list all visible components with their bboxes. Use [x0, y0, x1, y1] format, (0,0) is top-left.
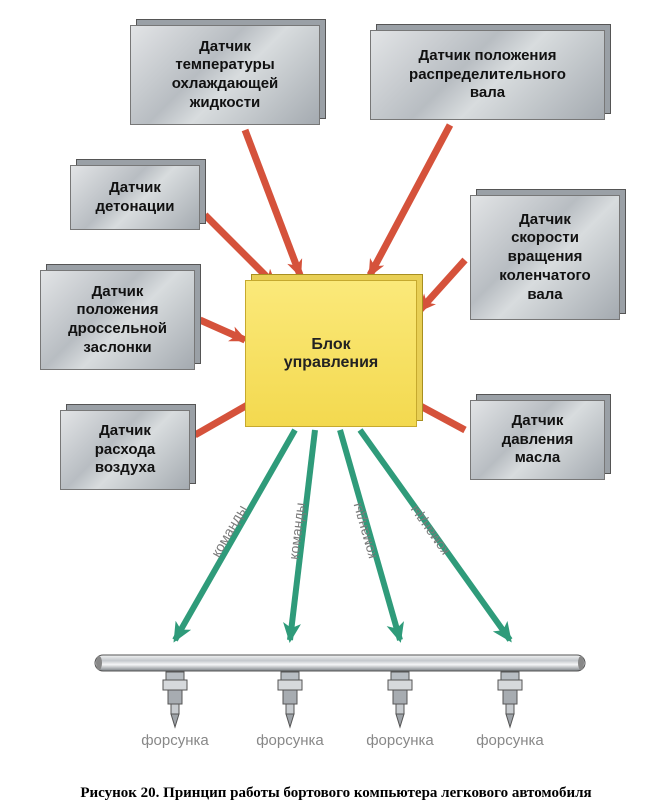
sensor-crank-speed: Датчик скорости вращения коленчатого вал…	[470, 195, 620, 320]
sensor-label: Датчик положения распределительного вала	[409, 47, 566, 103]
diagram-canvas: Блок управления Датчик температуры охлаж…	[0, 0, 672, 810]
sensor-label: Датчик температуры охлаждающей жидкости	[172, 38, 279, 113]
injector-label: форсунка	[465, 732, 555, 749]
sensor-throttle-pos: Датчик положения дроссельной заслонки	[40, 270, 195, 370]
injector-label: форсунка	[245, 732, 335, 749]
arrow-in-throttle-pos	[200, 320, 245, 340]
sensor-label: Датчик скорости вращения коленчатого вал…	[499, 211, 590, 305]
fuel-rail	[95, 655, 585, 671]
injector-1	[278, 672, 302, 727]
arrow-in-crank-speed	[420, 260, 465, 310]
sensor-airflow: Датчик расхода воздуха	[60, 410, 190, 490]
sensor-label: Датчик положения дроссельной заслонки	[68, 283, 167, 358]
sensor-label: Датчик расхода воздуха	[95, 422, 155, 478]
sensor-coolant-temp: Датчик температуры охлаждающей жидкости	[130, 25, 320, 125]
injector-2	[388, 672, 412, 727]
sensor-label: Датчик детонации	[95, 179, 174, 217]
sensor-camshaft-pos: Датчик положения распределительного вала	[370, 30, 605, 120]
control-unit-label: Блок управления	[284, 336, 379, 372]
injector-0	[163, 672, 187, 727]
figure-caption: Рисунок 20. Принцип работы бортового ком…	[0, 785, 672, 802]
injector-3	[498, 672, 522, 727]
sensor-label: Датчик давления масла	[502, 412, 574, 468]
sensor-knock: Датчик детонации	[70, 165, 200, 230]
sensor-oil-pressure: Датчик давления масла	[470, 400, 605, 480]
control-unit-box: Блок управления	[245, 280, 417, 427]
arrow-in-coolant-temp	[245, 130, 300, 275]
injector-label: форсунка	[355, 732, 445, 749]
arrow-in-knock	[205, 215, 275, 285]
injector-label: форсунка	[130, 732, 220, 749]
arrow-in-camshaft-pos	[370, 125, 450, 275]
